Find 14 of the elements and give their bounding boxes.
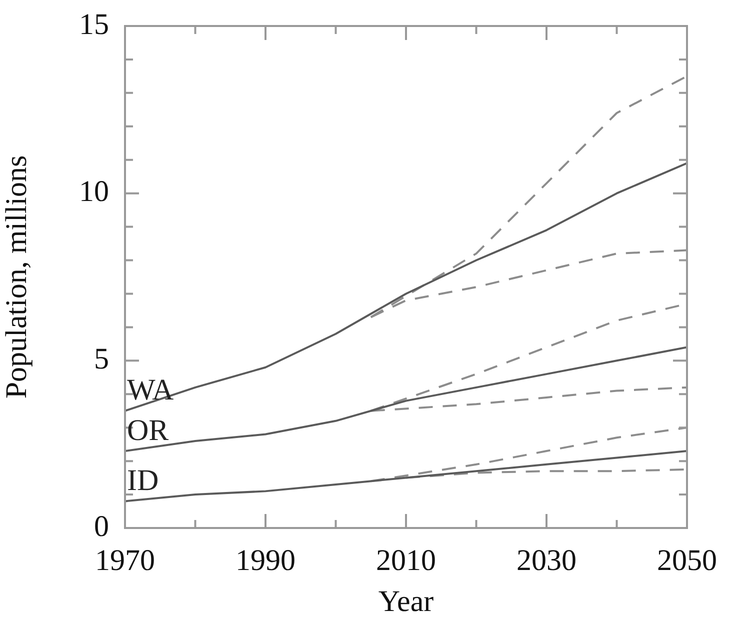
x-tick-label: 1970 <box>95 544 155 577</box>
y-tick-label: 5 <box>94 342 109 376</box>
series-label: WA <box>127 374 174 407</box>
x-axis-title: Year <box>378 584 434 618</box>
x-tick-label: 2010 <box>376 544 436 577</box>
y-tick-label: 0 <box>94 510 109 543</box>
x-tick-label: 2030 <box>516 544 576 577</box>
x-tick-label: 2050 <box>657 544 717 577</box>
x-tick-label: 1990 <box>236 544 296 577</box>
y-tick-label: 15 <box>79 8 109 41</box>
y-axis-title: Population, millions <box>0 155 33 399</box>
y-tick-label: 10 <box>79 175 109 208</box>
series-label: OR <box>127 414 169 447</box>
series-label: ID <box>127 464 159 498</box>
